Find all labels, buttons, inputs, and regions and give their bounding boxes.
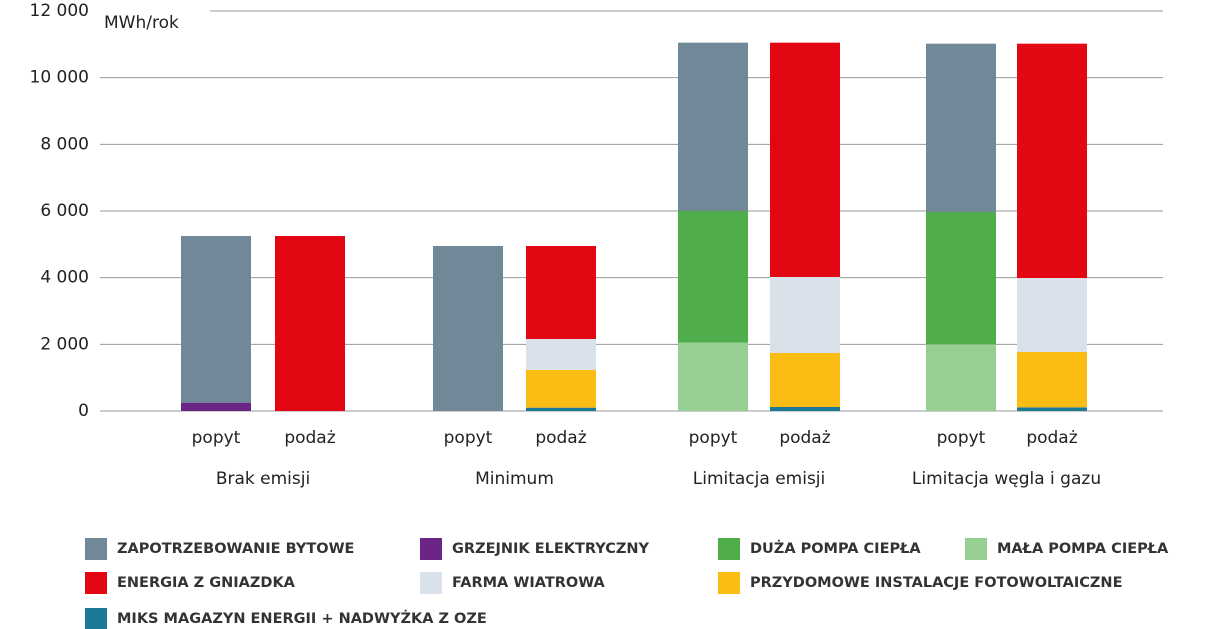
legend-swatch	[85, 572, 107, 594]
y-tick-label: 10 000	[30, 68, 89, 88]
bar-segment	[926, 344, 996, 411]
group-label: Brak emisji	[216, 469, 310, 489]
x-tick-label: podaż	[779, 428, 830, 448]
x-tick-label: podaż	[284, 428, 335, 448]
legend-swatch	[85, 608, 107, 629]
bar-segment	[275, 236, 345, 411]
bar-segment	[926, 43, 996, 212]
bar-segment	[1017, 352, 1087, 408]
bar-segment	[1017, 43, 1087, 278]
bar-segment	[770, 42, 840, 277]
x-tick-label: popyt	[937, 428, 986, 448]
bar-segment	[1017, 278, 1087, 352]
bar-segment	[678, 42, 748, 211]
bar-segment	[526, 407, 596, 411]
x-tick-label: popyt	[689, 428, 738, 448]
y-tick-label: 6 000	[40, 201, 89, 221]
legend-swatch	[718, 572, 740, 594]
bar-segment	[770, 353, 840, 407]
bar-segment	[1017, 407, 1087, 411]
x-tick-label: podaż	[535, 428, 586, 448]
y-tick-label: 8 000	[40, 134, 89, 154]
y-unit: MWh/rok	[104, 13, 179, 33]
group-label: Minimum	[475, 469, 554, 489]
x-tick-label: popyt	[192, 428, 241, 448]
y-tick-label: 4 000	[40, 268, 89, 288]
legend-label: ENERGIA Z GNIAZDKA	[117, 575, 296, 591]
legend-label: MAŁA POMPA CIEPŁA	[997, 541, 1169, 557]
bar-segment	[770, 277, 840, 353]
legend-swatch	[965, 538, 987, 560]
bar-segment	[526, 339, 596, 370]
bar-segment	[678, 342, 748, 411]
legend-swatch	[420, 572, 442, 594]
legend-label: GRZEJNIK ELEKTRYCZNY	[452, 541, 650, 557]
group-label: Limitacja węgla i gazu	[912, 469, 1101, 489]
y-tick-label: 2 000	[40, 334, 89, 354]
legend-swatch	[85, 538, 107, 560]
bar-segment	[526, 370, 596, 408]
bar-segment	[770, 407, 840, 411]
legend-label: PRZYDOMOWE INSTALACJE FOTOWOLTAICZNE	[750, 575, 1122, 591]
bar-segment	[926, 212, 996, 345]
group-label: Limitacja emisji	[693, 469, 826, 489]
y-tick-label: 12 000	[30, 1, 89, 21]
x-tick-label: podaż	[1026, 428, 1077, 448]
legend-label: DUŻA POMPA CIEPŁA	[750, 540, 921, 557]
legend-label: FARMA WIATROWA	[452, 575, 606, 591]
legend-label: ZAPOTRZEBOWANIE BYTOWE	[117, 541, 354, 557]
bar-segment	[526, 246, 596, 339]
y-tick-label: 0	[78, 401, 89, 421]
bar-segment	[433, 246, 503, 411]
bar-segment	[181, 402, 251, 411]
bar-segment	[678, 211, 748, 343]
x-tick-label: popyt	[444, 428, 493, 448]
legend-swatch	[420, 538, 442, 560]
bar-segment	[181, 236, 251, 403]
legend-swatch	[718, 538, 740, 560]
legend-label: MIKS MAGAZYN ENERGII + NADWYŻKA Z OZE	[117, 610, 487, 627]
